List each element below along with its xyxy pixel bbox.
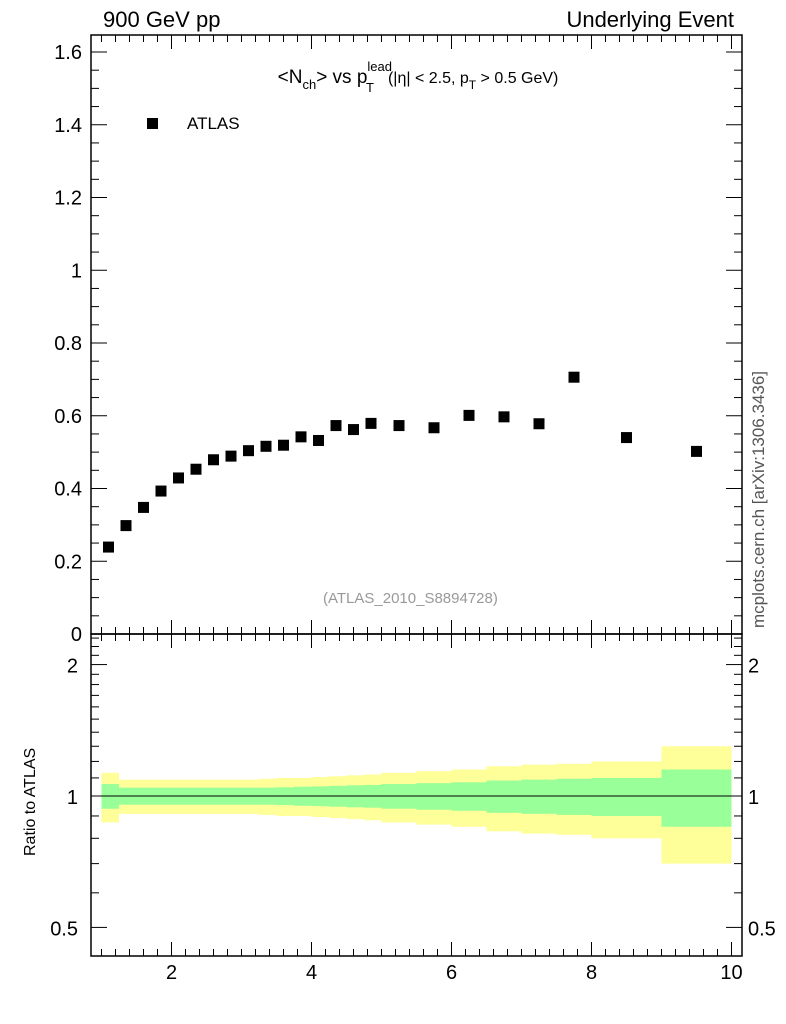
data-point — [103, 541, 114, 553]
data-point — [568, 371, 580, 383]
ratio-plot-frame — [90, 633, 743, 957]
y-tick-label: 1.4 — [54, 115, 82, 137]
y-tick-label: 0.2 — [54, 551, 82, 573]
data-point — [393, 420, 405, 432]
y-tick-label: 1 — [71, 260, 82, 282]
x-tick-label: 10 — [720, 962, 742, 984]
ratio-green-band — [556, 778, 592, 815]
ratio-y-tick-label-left: 2 — [67, 656, 78, 678]
data-point — [120, 520, 132, 532]
x-tick-label: 8 — [586, 962, 597, 984]
data-point — [278, 439, 289, 451]
data-point — [295, 431, 307, 443]
data-point — [313, 434, 324, 446]
data-point — [365, 417, 377, 429]
ratio-green-band — [451, 782, 487, 811]
data-point — [155, 485, 167, 497]
y-tick-label: 1.2 — [54, 188, 82, 210]
data-point — [260, 440, 272, 452]
ratio-green-band — [521, 779, 557, 814]
y-tick-label: 0 — [71, 624, 82, 646]
ratio-y-tick-label-left: 0.5 — [50, 918, 78, 940]
ratio-green-band — [486, 780, 522, 813]
y-tick-label: 0.6 — [54, 406, 82, 428]
ratio-y-tick-label-right: 2 — [748, 656, 759, 678]
legend-marker — [147, 118, 158, 129]
legend-label-atlas: ATLAS — [187, 114, 240, 133]
y-tick-label: 0.4 — [54, 479, 82, 501]
data-point — [348, 424, 359, 436]
x-tick-label: 6 — [446, 962, 457, 984]
axis-tick-labels: 2 4 6 8 10 0 0.2 0.4 0.6 0.8 1 1.2 1.4 1.6 0.5 0.5 1 1 2 2 — [50, 42, 776, 984]
data-point — [498, 411, 510, 423]
header-right: Underlying Event — [566, 7, 734, 32]
data-point — [621, 432, 632, 444]
sidebar-citation: mcplots.cern.ch [arXiv:1306.3436] — [749, 370, 768, 628]
data-point — [428, 422, 440, 434]
chart-title: <Nch> vs plead T(|η| < 2.5, pT > 0.5 GeV) — [278, 59, 559, 95]
x-tick-label: 2 — [166, 962, 177, 984]
data-point — [173, 472, 184, 484]
analysis-label: (ATLAS_2010_S8894728) — [323, 590, 498, 607]
data-point — [243, 445, 254, 457]
y-tick-label: 0.8 — [54, 333, 82, 355]
header-left: 900 GeV pp — [103, 7, 221, 32]
ratio-green-band — [661, 769, 732, 827]
data-point — [208, 454, 219, 466]
ratio-y-tick-label-right: 0.5 — [748, 918, 776, 940]
data-point — [691, 445, 702, 457]
data-point — [463, 409, 475, 421]
data-point — [190, 463, 202, 475]
data-point — [138, 501, 149, 513]
data-point — [533, 418, 545, 430]
ratio-bands — [101, 746, 732, 864]
ratio-axis-label: Ratio to ATLAS — [22, 747, 39, 856]
ratio-green-band — [591, 777, 662, 816]
ratio-y-tick-label-right: 1 — [748, 787, 759, 809]
data-point — [225, 450, 237, 462]
data-markers — [103, 371, 702, 553]
y-tick-label: 1.6 — [54, 42, 82, 64]
data-point — [330, 420, 342, 432]
x-tick-label: 4 — [306, 962, 317, 984]
ratio-y-tick-label-left: 1 — [67, 787, 78, 809]
axis-ticks — [91, 35, 742, 956]
